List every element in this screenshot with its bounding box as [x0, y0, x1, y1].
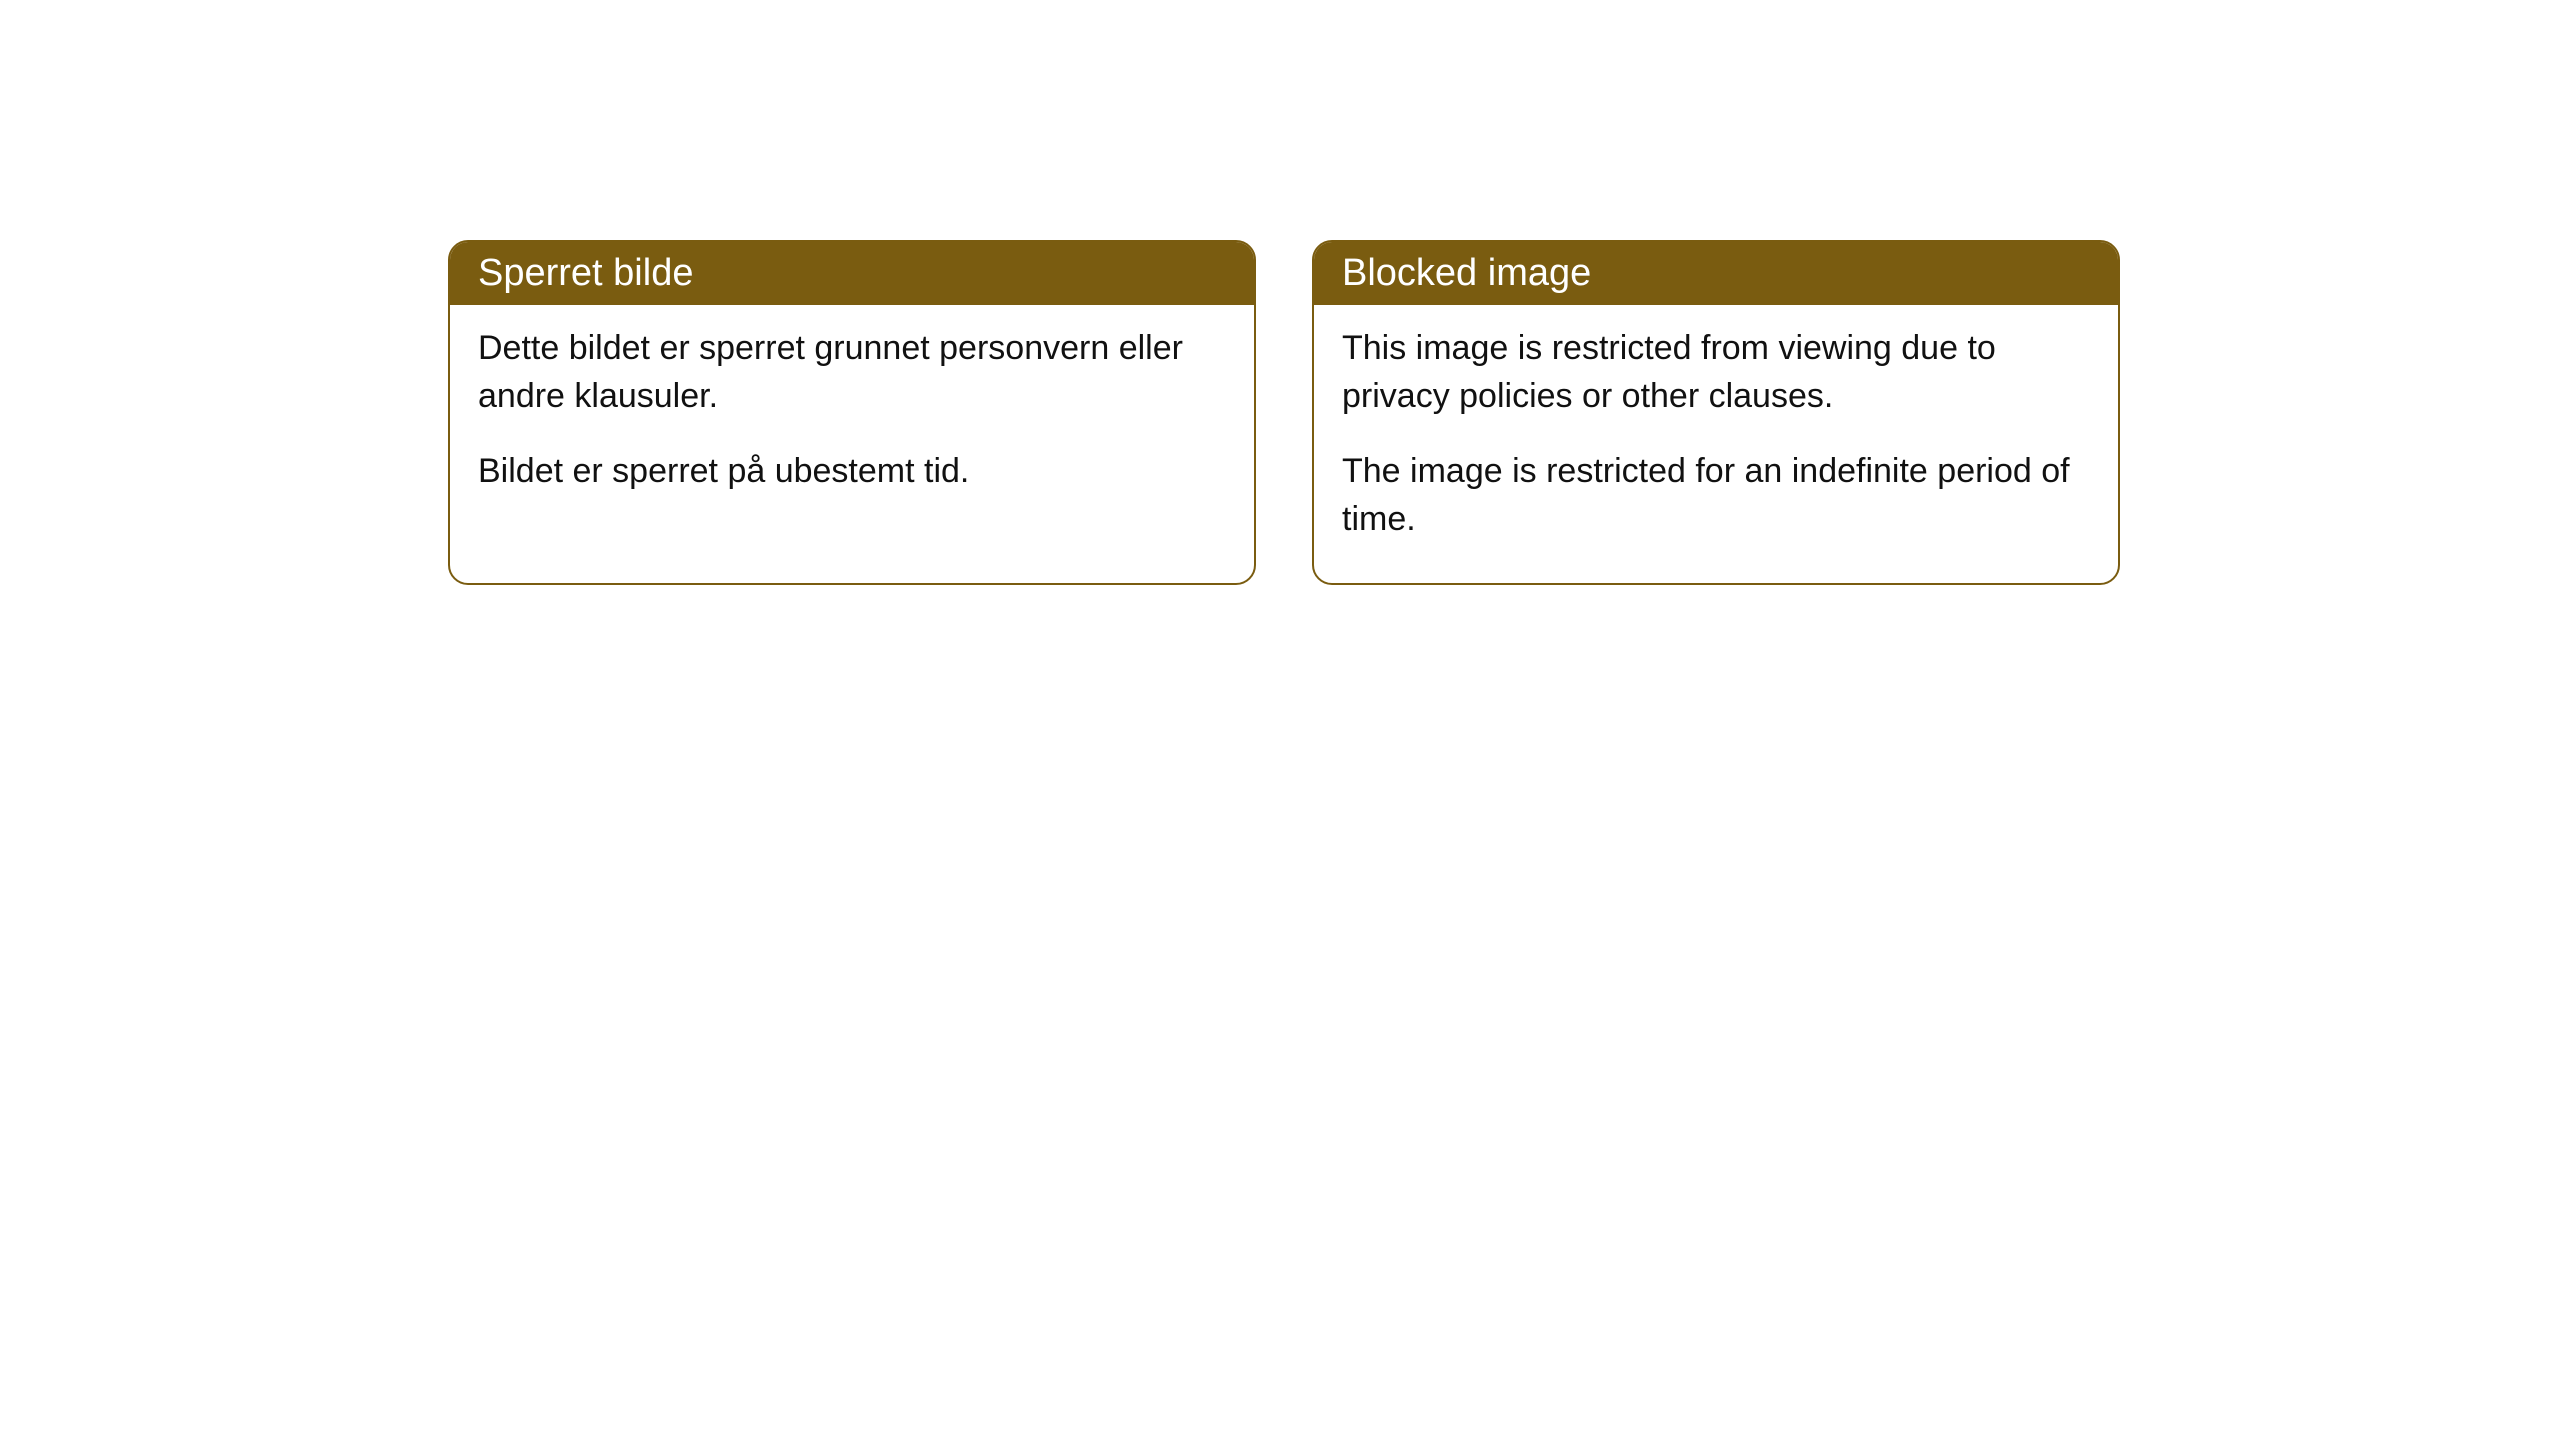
card-title-english: Blocked image — [1314, 242, 2118, 305]
card-paragraph: Bildet er sperret på ubestemt tid. — [478, 448, 1226, 496]
card-paragraph: Dette bildet er sperret grunnet personve… — [478, 325, 1226, 420]
notice-card-norwegian: Sperret bilde Dette bildet er sperret gr… — [448, 240, 1256, 585]
card-body-english: This image is restricted from viewing du… — [1314, 305, 2118, 583]
card-body-norwegian: Dette bildet er sperret grunnet personve… — [450, 305, 1254, 536]
card-title-norwegian: Sperret bilde — [450, 242, 1254, 305]
notice-cards-container: Sperret bilde Dette bildet er sperret gr… — [448, 240, 2120, 585]
card-paragraph: The image is restricted for an indefinit… — [1342, 448, 2090, 543]
card-paragraph: This image is restricted from viewing du… — [1342, 325, 2090, 420]
notice-card-english: Blocked image This image is restricted f… — [1312, 240, 2120, 585]
